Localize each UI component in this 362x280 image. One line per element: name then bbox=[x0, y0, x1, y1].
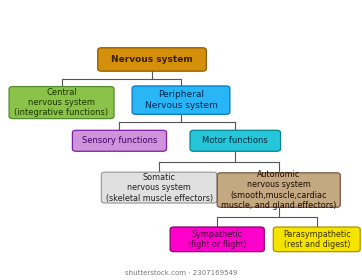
Text: Nervous system: Nervous system bbox=[111, 55, 193, 64]
Text: Autonomic
nervous system
(smooth,muscle,cardiac
muscle, and gland effectors): Autonomic nervous system (smooth,muscle,… bbox=[221, 170, 336, 210]
Text: Central
nervous system
(integrative functions): Central nervous system (integrative func… bbox=[14, 88, 109, 118]
FancyBboxPatch shape bbox=[98, 48, 206, 71]
Text: Somatic
nervous system
(skeletal muscle effectors): Somatic nervous system (skeletal muscle … bbox=[106, 173, 213, 202]
Text: shutterstock.com · 2307169549: shutterstock.com · 2307169549 bbox=[125, 270, 237, 276]
Text: Sympathetic
(fight or flight): Sympathetic (fight or flight) bbox=[188, 230, 247, 249]
FancyBboxPatch shape bbox=[9, 87, 114, 119]
Text: Sensory functions: Sensory functions bbox=[82, 136, 157, 145]
Text: subdivisions of the nervous system: subdivisions of the nervous system bbox=[11, 10, 245, 23]
FancyBboxPatch shape bbox=[132, 86, 230, 114]
FancyBboxPatch shape bbox=[190, 130, 281, 151]
Text: Parasympathetic
(rest and digest): Parasympathetic (rest and digest) bbox=[283, 230, 351, 249]
Text: Peripheral
Nervous system: Peripheral Nervous system bbox=[144, 90, 218, 110]
FancyBboxPatch shape bbox=[170, 227, 264, 252]
FancyBboxPatch shape bbox=[72, 130, 167, 151]
FancyBboxPatch shape bbox=[217, 173, 340, 207]
Text: Motor functions: Motor functions bbox=[202, 136, 268, 145]
FancyBboxPatch shape bbox=[273, 227, 360, 252]
FancyBboxPatch shape bbox=[101, 172, 217, 203]
